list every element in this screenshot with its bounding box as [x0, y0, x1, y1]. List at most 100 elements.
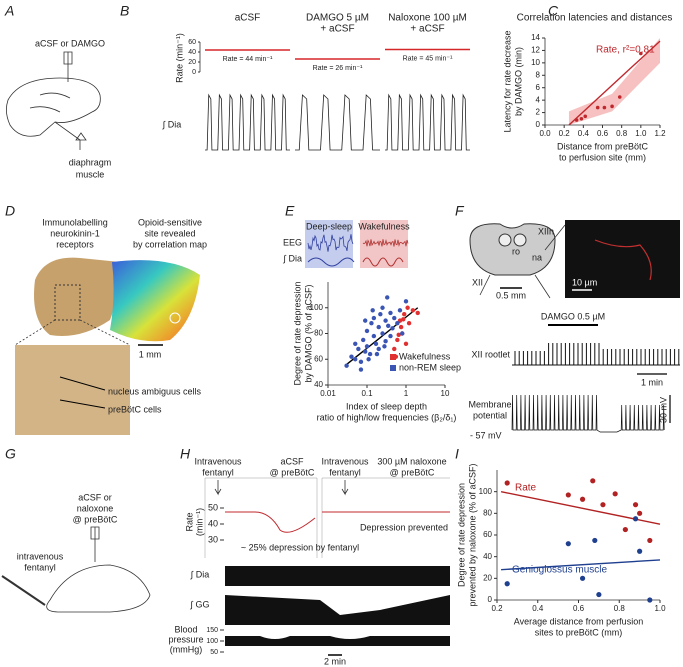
brain-detail [29, 92, 71, 113]
point [356, 346, 361, 352]
point [349, 354, 354, 359]
probe [90, 526, 100, 562]
nucleus [498, 233, 512, 247]
panel-a: aCSF or DAMGO diaphragm muscle [6, 38, 111, 179]
dia-trace [362, 257, 404, 267]
site-marker [169, 312, 181, 324]
point [395, 321, 400, 326]
trace-label: ∫ Dia [283, 253, 302, 263]
point [410, 308, 416, 313]
chart-title: Correlation latencies and distances [517, 13, 673, 24]
panel-f: 10 µm XIIn ro na XII 0.5 mm DAMGO 0.5 µM… [468, 220, 680, 440]
dia-trace [385, 93, 470, 151]
scale-label: 1 min [641, 377, 663, 387]
point [373, 341, 379, 346]
y-tick-label: 14 [531, 33, 540, 42]
point [398, 324, 404, 330]
d-label: nucleus ambiguus cells [108, 386, 202, 396]
point [358, 367, 364, 372]
legend-label: Wakefulness [399, 351, 451, 361]
y-tick-label: 12 [531, 46, 540, 55]
y-tick-label: 80 [314, 329, 323, 338]
panel-g: aCSF or naloxone @ preBötC intravenous f… [1, 492, 151, 613]
slice-image [34, 257, 120, 336]
slice-schematic [469, 223, 556, 276]
point [395, 337, 400, 343]
d-label: Opioid-sensitive [138, 217, 202, 227]
point [415, 310, 420, 316]
d-label: neurokinin-1 [50, 228, 100, 238]
y-tick-label: 40 [314, 380, 323, 389]
electrode-lines [479, 224, 577, 299]
point [647, 537, 653, 544]
d-label: by correlation map [133, 239, 207, 249]
rate-trace [225, 511, 450, 533]
g-label: naloxone [77, 503, 114, 513]
tick-label: 50 [210, 649, 218, 656]
point [353, 357, 358, 362]
arrow [214, 480, 349, 496]
panel-label: F [455, 203, 465, 219]
panel-label: C [548, 3, 559, 19]
y-tick-label: 4 [536, 95, 541, 104]
tick-label: 100 [206, 638, 218, 645]
y-tick-label: 20 [483, 573, 492, 582]
x-tick-label: 0.8 [616, 129, 628, 138]
micrograph [565, 220, 680, 298]
scale-label: 10 µm [572, 277, 597, 287]
point [363, 349, 368, 354]
point [371, 333, 377, 339]
y-axis-label: Latency for rate decrease [502, 30, 512, 132]
y-axis-label: Rate (min⁻¹) [174, 33, 184, 83]
point [364, 328, 370, 334]
g-label: intravenous [17, 551, 64, 561]
point [386, 323, 391, 328]
point [383, 318, 388, 323]
point [504, 581, 510, 587]
legend-label: non-REM sleep [399, 362, 461, 372]
drug-label: DAMGO 0.5 µM [541, 311, 605, 321]
x-tick-label: 0.8 [614, 604, 626, 613]
x-tick-label: 0.4 [578, 129, 590, 138]
probe-label: aCSF or DAMGO [35, 38, 105, 48]
correlation-map [110, 260, 200, 342]
dia-trace [225, 566, 450, 586]
g-label: fentanyl [24, 562, 56, 572]
inset-title: Deep-sleep [306, 221, 352, 231]
axis-label: Blood [174, 624, 197, 634]
f-label: na [532, 252, 542, 262]
x-tick-label: 0.2 [491, 604, 503, 613]
zoom-lines [14, 319, 131, 346]
x-axis-label: Distance from preBötC [557, 141, 649, 151]
y-tick-label: 40 [188, 49, 196, 56]
h-note: ~ 25% depression by fentanyl [241, 542, 359, 552]
point [380, 331, 385, 336]
point [596, 591, 602, 598]
y-tick-label: 60 [483, 530, 492, 539]
y-tick-label: 10 [531, 58, 540, 67]
electrode [54, 121, 87, 150]
h-label: fentanyl [202, 467, 234, 477]
eeg-trace [307, 234, 354, 252]
point [647, 597, 653, 603]
y-axis-label: prevented by naloxone (% of aCSF) [467, 463, 477, 606]
point [639, 51, 643, 56]
panel-label: A [4, 3, 14, 19]
f-label: ro [512, 246, 520, 256]
point [602, 105, 607, 110]
condition-label: + aCSF [320, 24, 354, 35]
point [382, 344, 387, 349]
f-label: XIIn [538, 226, 554, 236]
tick-label: 50 [208, 502, 218, 512]
x-tick-label: 1.0 [635, 129, 647, 138]
y-tick-label: 8 [536, 70, 541, 79]
point [361, 337, 366, 343]
scale-label: 1 mm [139, 349, 162, 359]
point [579, 116, 584, 121]
nucleus [513, 233, 527, 247]
x-tick-label: 0.1 [361, 389, 373, 398]
point [579, 575, 586, 581]
g-label: @ preBötC [73, 514, 118, 524]
point [595, 105, 600, 110]
d-label: site revealed [144, 228, 195, 238]
